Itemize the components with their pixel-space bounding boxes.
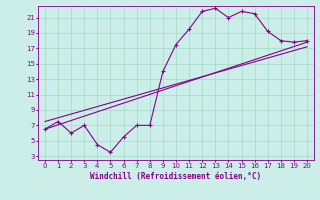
X-axis label: Windchill (Refroidissement éolien,°C): Windchill (Refroidissement éolien,°C) — [91, 172, 261, 181]
